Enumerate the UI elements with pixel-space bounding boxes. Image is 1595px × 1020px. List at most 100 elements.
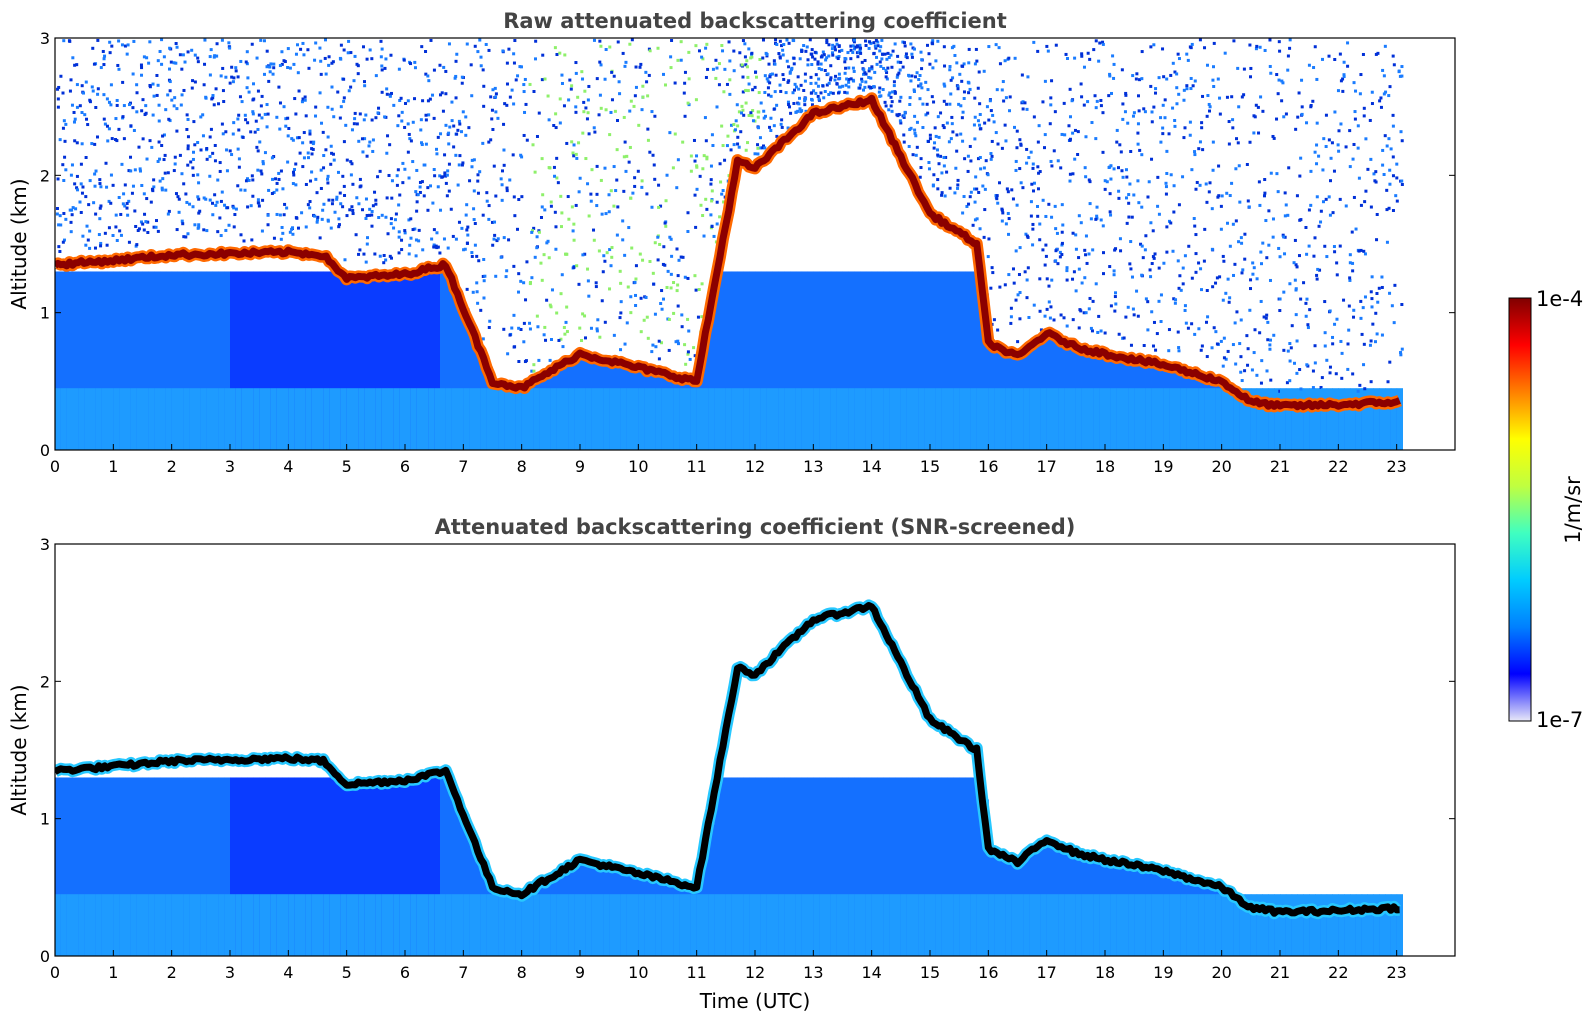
noise-speckle bbox=[1288, 342, 1292, 346]
noise-speckle bbox=[896, 54, 900, 58]
noise-speckle bbox=[365, 57, 369, 61]
noise-speckle bbox=[1262, 194, 1266, 198]
noise-speckle bbox=[1335, 273, 1339, 277]
noise-speckle bbox=[245, 177, 249, 181]
noise-speckle bbox=[595, 192, 599, 196]
aerosol-cell bbox=[265, 777, 272, 956]
aerosol-cell bbox=[177, 777, 184, 956]
noise-speckle bbox=[694, 98, 698, 102]
noise-speckle bbox=[1036, 49, 1040, 53]
noise-speckle bbox=[396, 168, 400, 172]
noise-speckle bbox=[1007, 232, 1011, 236]
noise-speckle bbox=[639, 62, 643, 66]
noise-speckle bbox=[331, 152, 335, 156]
noise-speckle bbox=[341, 205, 345, 209]
noise-speckle bbox=[886, 66, 890, 70]
noise-speckle bbox=[555, 53, 559, 57]
noise-speckle bbox=[1327, 195, 1331, 199]
noise-speckle bbox=[633, 280, 637, 284]
noise-speckle bbox=[653, 241, 657, 245]
noise-speckle bbox=[777, 52, 781, 56]
noise-speckle bbox=[985, 105, 989, 109]
aerosol-cell bbox=[947, 271, 954, 450]
noise-speckle bbox=[1231, 222, 1235, 226]
noise-speckle bbox=[664, 199, 668, 203]
noise-speckle bbox=[770, 72, 774, 76]
noise-speckle bbox=[1082, 103, 1086, 107]
noise-speckle bbox=[475, 254, 479, 258]
surface-aerosol-cell bbox=[399, 388, 406, 450]
noise-speckle bbox=[955, 133, 959, 137]
surface-aerosol-cell bbox=[335, 894, 342, 956]
noise-speckle bbox=[1269, 171, 1273, 175]
noise-speckle bbox=[1374, 311, 1378, 315]
noise-speckle bbox=[1252, 131, 1256, 135]
noise-speckle bbox=[695, 154, 699, 158]
surface-aerosol-cell bbox=[790, 388, 797, 450]
surface-aerosol-cell bbox=[1221, 388, 1228, 450]
noise-speckle bbox=[175, 45, 179, 49]
noise-speckle bbox=[806, 63, 810, 67]
aerosol-cell bbox=[247, 271, 254, 450]
noise-speckle bbox=[1388, 360, 1392, 364]
noise-speckle bbox=[1052, 149, 1056, 153]
noise-speckle bbox=[1253, 328, 1257, 332]
noise-speckle bbox=[1387, 206, 1391, 210]
noise-speckle bbox=[604, 48, 608, 52]
noise-speckle bbox=[1041, 198, 1045, 202]
aerosol-cell bbox=[784, 271, 791, 450]
noise-speckle bbox=[1248, 140, 1252, 144]
noise-speckle bbox=[250, 174, 254, 178]
noise-speckle bbox=[976, 157, 980, 161]
noise-speckle bbox=[385, 151, 389, 155]
noise-speckle bbox=[1146, 195, 1150, 199]
noise-speckle bbox=[890, 109, 894, 113]
noise-speckle bbox=[853, 47, 857, 51]
noise-speckle bbox=[414, 254, 418, 258]
noise-speckle bbox=[58, 249, 62, 253]
aerosol-cell bbox=[714, 287, 721, 450]
noise-speckle bbox=[1065, 278, 1069, 282]
noise-speckle bbox=[895, 113, 899, 117]
noise-speckle bbox=[1205, 200, 1209, 204]
noise-speckle bbox=[240, 100, 244, 104]
surface-aerosol-cell bbox=[1256, 894, 1263, 956]
noise-speckle bbox=[137, 227, 141, 231]
noise-speckle bbox=[656, 46, 660, 50]
aerosol-cell bbox=[160, 777, 167, 956]
noise-speckle bbox=[1185, 87, 1189, 91]
noise-speckle bbox=[709, 164, 713, 168]
x-tick-label: 7 bbox=[458, 963, 468, 982]
noise-speckle bbox=[1391, 174, 1395, 178]
noise-speckle bbox=[1025, 107, 1029, 111]
aerosol-cell bbox=[772, 271, 779, 450]
surface-aerosol-cell bbox=[655, 388, 663, 450]
noise-speckle bbox=[629, 99, 633, 103]
noise-speckle bbox=[256, 89, 260, 93]
noise-speckle bbox=[145, 56, 149, 60]
noise-speckle bbox=[681, 255, 685, 259]
noise-speckle bbox=[473, 243, 477, 247]
noise-speckle bbox=[1315, 277, 1319, 281]
surface-aerosol-cell bbox=[212, 894, 219, 956]
noise-speckle bbox=[920, 58, 924, 62]
noise-speckle bbox=[1230, 181, 1234, 185]
noise-speckle bbox=[778, 83, 782, 87]
noise-speckle bbox=[1277, 78, 1281, 82]
noise-speckle bbox=[361, 208, 365, 212]
surface-aerosol-cell bbox=[72, 388, 79, 450]
noise-speckle bbox=[897, 112, 901, 116]
x-tick-label: 23 bbox=[1386, 457, 1406, 476]
noise-speckle bbox=[729, 123, 733, 127]
noise-speckle bbox=[284, 124, 288, 128]
noise-speckle bbox=[84, 195, 88, 199]
noise-speckle bbox=[899, 60, 903, 64]
noise-speckle bbox=[872, 85, 876, 89]
noise-speckle bbox=[456, 183, 460, 187]
noise-speckle bbox=[327, 63, 331, 67]
x-tick-label: 17 bbox=[1036, 963, 1056, 982]
noise-speckle bbox=[1385, 188, 1389, 192]
noise-speckle bbox=[766, 86, 770, 90]
noise-speckle bbox=[500, 198, 504, 202]
noise-speckle bbox=[400, 110, 404, 114]
